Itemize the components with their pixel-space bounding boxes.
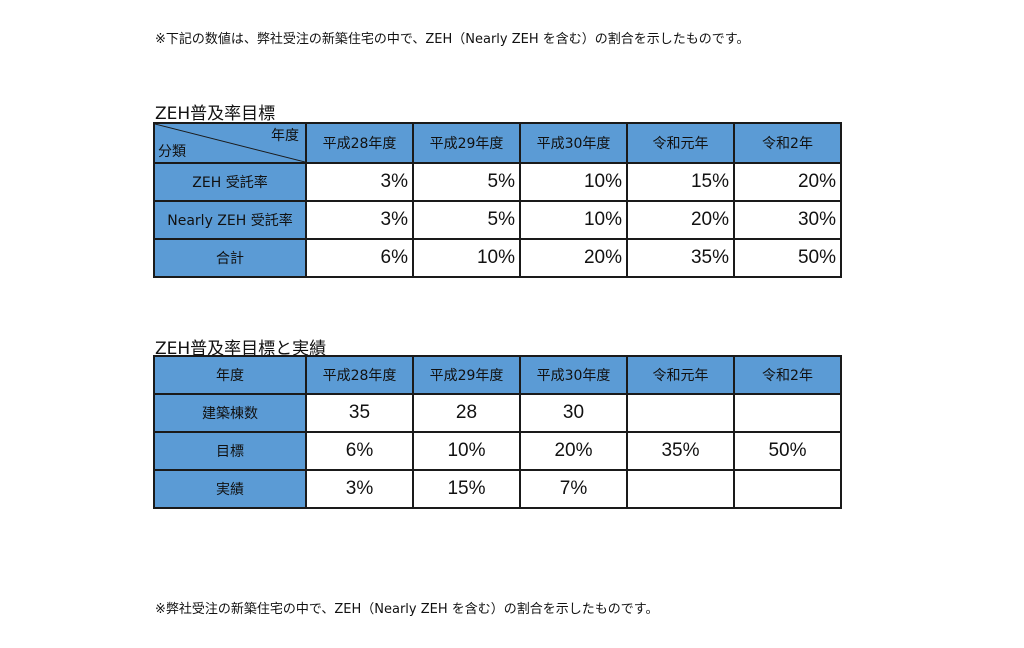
table-cell: 3% [305,200,414,240]
bottom-note: ※弊社受注の新築住宅の中で、ZEH（Nearly ZEH を含む）の割合を示した… [155,602,659,617]
table-cell: 7% [519,469,628,509]
table-row: 合計 6% 10% 20% 35% 50% [153,238,842,278]
table1-title: ZEH普及率目標 [155,104,276,124]
column-header: 平成28年度 [305,355,414,395]
table-cell: 20% [519,238,628,278]
table-cell: 20% [519,431,628,471]
corner-year-label: 年度 [153,355,307,395]
zeh-target-actual-table: 年度 平成28年度 平成29年度 平成30年度 令和元年 令和2年 建築棟数 3… [153,355,842,509]
diagonal-divider [157,125,303,161]
table-cell: 6% [305,238,414,278]
table-cell: 6% [305,431,414,471]
table-cell: 5% [412,200,521,240]
table-cell: 30% [733,200,842,240]
table-row: 実績 3% 15% 7% [153,469,842,509]
table-cell: 3% [305,162,414,202]
column-header: 平成30年度 [519,355,628,395]
table-cell: 20% [626,200,735,240]
row-label: 実績 [153,469,307,509]
row-label: 目標 [153,431,307,471]
table-cell: 3% [305,469,414,509]
table-cell: 15% [626,162,735,202]
row-label: 建築棟数 [153,393,307,433]
table-cell [626,469,735,509]
table-cell: 5% [412,162,521,202]
table-cell: 15% [412,469,521,509]
table-row: 建築棟数 35 28 30 [153,393,842,433]
column-header: 令和2年 [733,122,842,164]
column-header: 令和元年 [626,122,735,164]
corner-header-cell: 年度 分類 [153,122,307,164]
column-header: 平成30年度 [519,122,628,164]
row-label: ZEH 受託率 [153,162,307,202]
table-cell [626,393,735,433]
corner-year-label: 年度 [271,128,299,144]
table-cell [733,469,842,509]
table-cell: 10% [412,431,521,471]
table2-title: ZEH普及率目標と実績 [155,339,327,359]
top-note: ※下記の数値は、弊社受注の新築住宅の中で、ZEH（Nearly ZEH を含む）… [155,32,750,47]
column-header: 令和元年 [626,355,735,395]
table-cell: 35 [305,393,414,433]
table-cell: 35% [626,238,735,278]
column-header: 平成29年度 [412,355,521,395]
table-row: 目標 6% 10% 20% 35% 50% [153,431,842,471]
corner-category-label: 分類 [158,144,186,160]
row-label: 合計 [153,238,307,278]
column-header: 平成28年度 [305,122,414,164]
column-header: 令和2年 [733,355,842,395]
column-header: 平成29年度 [412,122,521,164]
row-label: Nearly ZEH 受託率 [153,200,307,240]
table-cell: 10% [412,238,521,278]
table-cell: 20% [733,162,842,202]
table-cell: 28 [412,393,521,433]
table-cell: 10% [519,200,628,240]
table-cell [733,393,842,433]
table-cell: 10% [519,162,628,202]
table-cell: 35% [626,431,735,471]
table-cell: 30 [519,393,628,433]
zeh-target-table: 年度 分類 平成28年度 平成29年度 平成30年度 令和元年 令和2年 ZEH… [153,122,842,278]
table-row: ZEH 受託率 3% 5% 10% 15% 20% [153,162,842,202]
table-cell: 50% [733,431,842,471]
table-cell: 50% [733,238,842,278]
table-row: Nearly ZEH 受託率 3% 5% 10% 20% 30% [153,200,842,240]
